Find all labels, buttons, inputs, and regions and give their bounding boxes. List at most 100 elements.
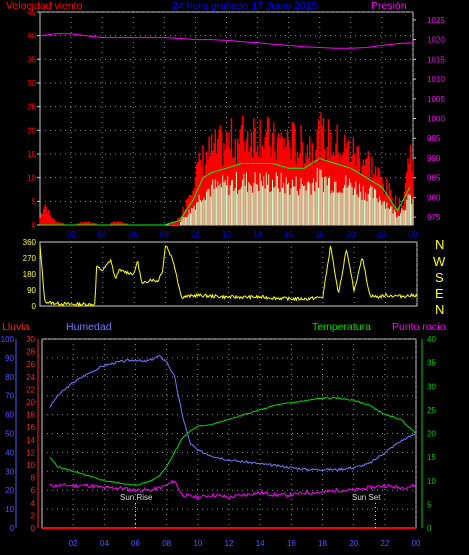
rain-y-tick-label: 24	[26, 373, 35, 382]
pressure-y-tick-label: 1025	[427, 16, 445, 25]
direction-y-tick-label: 0	[32, 302, 37, 311]
temperature-y-tick-label: 20	[427, 430, 436, 439]
temperature-y-tick-label: 40	[427, 335, 436, 344]
rain-y-tick-label: 8	[31, 474, 36, 483]
humidity-y-tick-label: 20	[5, 486, 14, 495]
rain-y-tick-label: 22	[26, 385, 35, 394]
temperature-y-tick-label: 5	[427, 500, 432, 509]
humidity-line	[49, 355, 416, 472]
pressure-y-tick-label: 975	[427, 213, 441, 222]
rain-y-tick-label: 20	[26, 398, 35, 407]
direction-y-tick-label: 360	[23, 238, 37, 247]
direction-y-tick-label: 90	[27, 286, 36, 295]
rain-y-tick-label: 30	[26, 335, 35, 344]
wind-x-tick-label: 02	[67, 230, 76, 239]
direction-y-tick-label: 270	[23, 254, 37, 263]
temperature-y-tick-label: 25	[427, 406, 436, 415]
humidity-y-tick-label: 50	[5, 430, 14, 439]
rain-y-tick-label: 16	[26, 423, 35, 432]
temperature-label: Temperatura	[312, 321, 371, 333]
wind-x-tick-label: 00	[409, 230, 418, 239]
wind-y-tick-label: 20	[27, 126, 36, 135]
climate-x-tick-label: 08	[162, 539, 171, 548]
rain-y-tick-label: 6	[31, 486, 36, 495]
humidity-y-tick-label: 60	[5, 411, 14, 420]
wind-x-tick-label: 10	[191, 230, 200, 239]
wind-x-tick-label: 22	[377, 230, 386, 239]
wind-x-tick-label: 12	[222, 230, 231, 239]
rain-label: Lluvia	[2, 321, 30, 333]
rain-y-tick-label: 14	[26, 436, 35, 445]
chart-subtitle: 24 hora grafiado 17 Junio 2015	[172, 0, 318, 12]
humidity-y-tick-label: 40	[5, 448, 14, 457]
climate-x-tick-label: 14	[256, 539, 265, 548]
climate-x-tick-label: 10	[193, 539, 202, 548]
compass-n-bottom: N	[435, 302, 444, 317]
compass-s: S	[435, 270, 444, 285]
compass-n-top: N	[435, 237, 444, 252]
compass-w: W	[433, 254, 446, 269]
rain-y-tick-label: 26	[26, 360, 35, 369]
wind-y-tick-label: 30	[27, 79, 36, 88]
wind-x-tick-label: 20	[346, 230, 355, 239]
dewpoint-label: Punto rocío	[392, 321, 446, 333]
wind-x-tick-label: 14	[253, 230, 262, 239]
climate-x-tick-label: 22	[380, 539, 389, 548]
rain-y-tick-label: 18	[26, 411, 35, 420]
pressure-label: Presión	[371, 0, 407, 12]
climate-x-tick-label: 12	[225, 539, 234, 548]
temperature-line	[49, 396, 416, 486]
wind-y-tick-label: 45	[27, 8, 36, 17]
climate-x-tick-label: 16	[287, 539, 296, 548]
humidity-y-tick-label: 30	[5, 467, 14, 476]
wind-x-tick-label: 16	[284, 230, 293, 239]
pressure-y-tick-label: 1020	[427, 36, 445, 45]
climate-x-tick-label: 04	[100, 539, 109, 548]
wind-x-tick-label: 04	[98, 230, 107, 239]
wind-speed-label: Velocidad viento	[6, 0, 83, 12]
wind-y-tick-label: 35	[27, 55, 36, 64]
humidity-y-tick-label: 10	[5, 505, 14, 514]
pressure-y-tick-label: 990	[427, 154, 441, 163]
temperature-y-tick-label: 30	[427, 382, 436, 391]
temperature-y-tick-label: 0	[427, 524, 432, 533]
wind-average-line	[40, 158, 411, 226]
humidity-y-tick-label: 0	[10, 524, 15, 533]
wind-y-tick-label: 0	[32, 221, 37, 230]
sunset-label: Sun Set	[352, 493, 381, 502]
climate-x-tick-label: 02	[69, 539, 78, 548]
rain-y-tick-label: 28	[26, 348, 35, 357]
wind-x-tick-label: 06	[129, 230, 138, 239]
climate-x-tick-label: 20	[349, 539, 358, 548]
pressure-y-tick-label: 995	[427, 134, 441, 143]
humidity-y-tick-label: 80	[5, 373, 14, 382]
wind-y-tick-label: 5	[32, 197, 37, 206]
wind-x-tick-label: 18	[315, 230, 324, 239]
wind-y-tick-label: 25	[27, 103, 36, 112]
pressure-y-tick-label: 980	[427, 193, 441, 202]
rain-y-tick-label: 2	[31, 511, 36, 520]
wind-direction-line	[39, 244, 418, 308]
climate-x-tick-label: 18	[318, 539, 327, 548]
pressure-y-tick-label: 1010	[427, 75, 445, 84]
wind-y-tick-label: 15	[27, 150, 36, 159]
climate-x-tick-label: 06	[131, 539, 140, 548]
wind-y-tick-label: 40	[27, 32, 36, 41]
sunrise-label: Sun Rise	[120, 493, 153, 502]
wind-y-tick-label: 10	[27, 174, 36, 183]
pressure-y-tick-label: 1015	[427, 55, 445, 64]
pressure-y-tick-label: 1005	[427, 95, 445, 104]
humidity-y-tick-label: 100	[1, 335, 15, 344]
rain-y-tick-label: 4	[31, 499, 36, 508]
pressure-y-tick-label: 985	[427, 174, 441, 183]
rain-y-tick-label: 10	[26, 461, 35, 470]
direction-y-tick-label: 180	[23, 270, 37, 279]
temperature-y-tick-label: 15	[427, 453, 436, 462]
wind-x-tick-label: 08	[160, 230, 169, 239]
dewpoint-line	[49, 479, 416, 501]
compass-e: E	[435, 286, 444, 301]
humidity-y-tick-label: 90	[5, 354, 14, 363]
rain-y-tick-label: 0	[31, 524, 36, 533]
humidity-y-tick-label: 70	[5, 392, 14, 401]
